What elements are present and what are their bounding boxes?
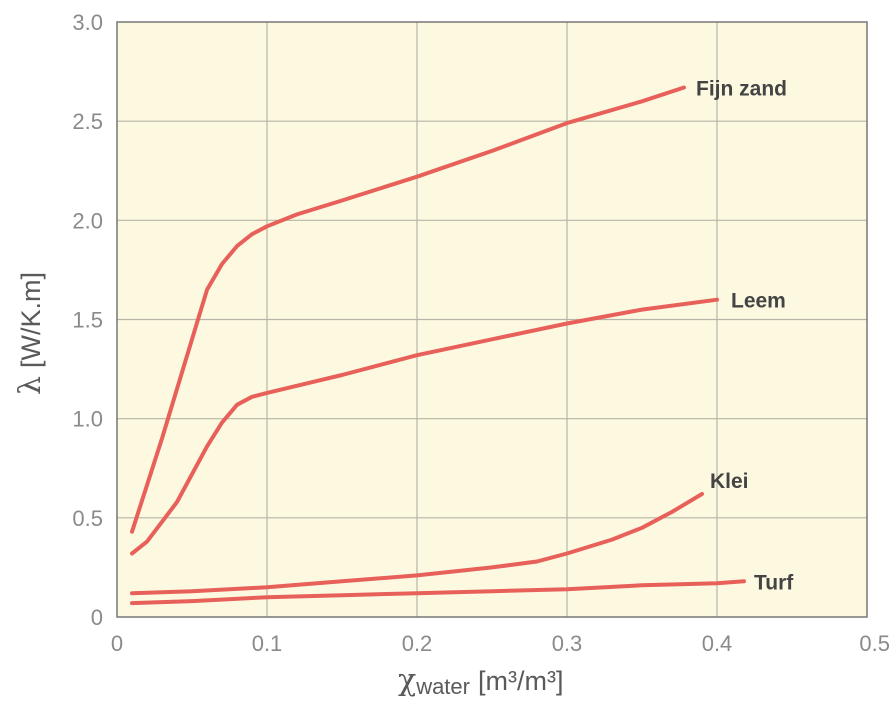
y-tick-label: 2.5 (72, 109, 103, 134)
y-axis-unit: [W/K.m] (16, 272, 46, 368)
x-tick-label: 0 (111, 631, 123, 656)
x-axis-unit: [m³/m³] (478, 666, 563, 696)
y-tick-label: 0 (91, 605, 103, 630)
series-line-klei (130, 492, 704, 596)
y-tick-label: 1.0 (72, 407, 103, 432)
series-line-leem (130, 297, 719, 556)
x-axis-label: χwater [m³/m³] (398, 663, 563, 699)
y-tick-labels: 0 0.5 1.0 1.5 2.0 2.5 3.0 (72, 10, 103, 630)
x-tick-labels: 0 0.1 0.2 0.3 0.4 0.5 (111, 631, 890, 656)
series-label-klei: Klei (710, 470, 749, 493)
series-group: Fijn zand Leem Klei Turf (130, 77, 794, 606)
x-tick-label: 0.3 (552, 631, 583, 656)
series-line-fijn-zand (130, 85, 686, 534)
y-tick-label: 2.0 (72, 208, 103, 233)
series-label-leem: Leem (731, 290, 786, 313)
x-tick-label: 0.1 (252, 631, 283, 656)
y-tick-label: 1.5 (72, 308, 103, 333)
series-line-turf (130, 579, 746, 606)
x-tick-label: 0.4 (702, 631, 733, 656)
y-axis-symbol: λ (13, 376, 48, 395)
x-axis-subscript: water (415, 674, 470, 699)
x-tick-label: 0.2 (402, 631, 433, 656)
y-axis-label: λ [W/K.m] (13, 272, 48, 395)
series-label-turf: Turf (754, 571, 794, 594)
plot-frame (116, 21, 868, 618)
series-label-fijn-zand: Fijn zand (696, 77, 787, 100)
y-tick-label: 3.0 (72, 10, 103, 35)
x-axis-symbol: χ (398, 663, 416, 698)
x-tick-label: 0.5 (859, 631, 890, 656)
y-tick-label: 0.5 (72, 506, 103, 531)
